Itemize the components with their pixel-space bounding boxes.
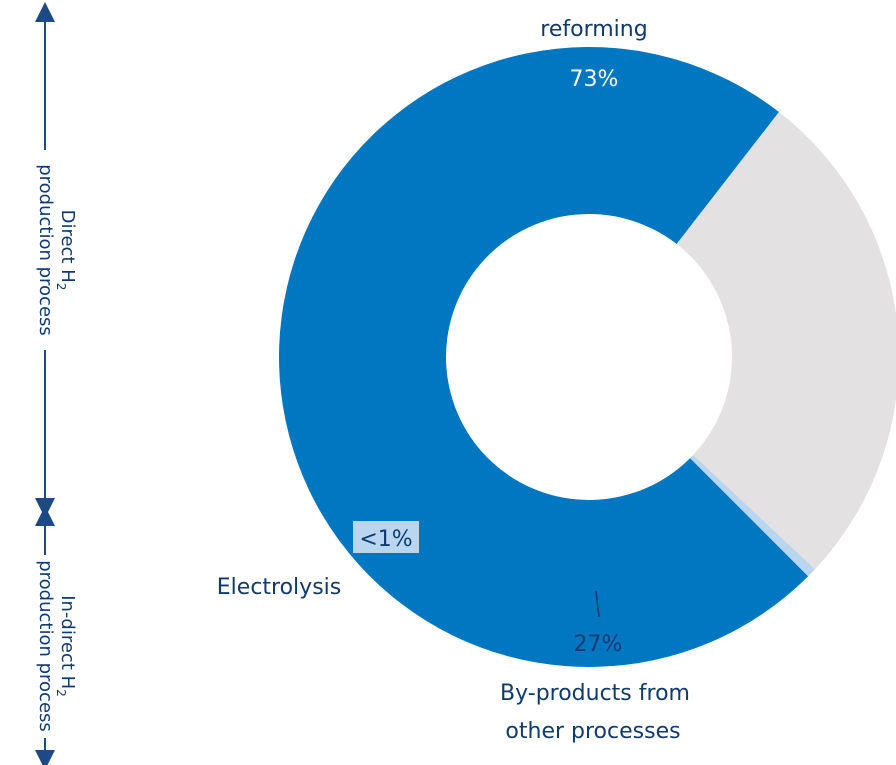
byproducts-label-line1: By-products from xyxy=(500,681,690,706)
reforming-label: reforming xyxy=(540,17,647,42)
slice-electrolysis xyxy=(690,454,815,577)
slices-group xyxy=(279,47,896,667)
byproducts-pct-label: 27% xyxy=(574,632,623,657)
reforming-pct-label: 73% xyxy=(570,67,619,92)
electrolysis-label: Electrolysis xyxy=(217,575,341,600)
indirect-process-line1: In-direct H2 xyxy=(54,595,78,697)
direct-process-line2: production process xyxy=(35,164,56,336)
indirect-process-label: In-direct H2 production process xyxy=(35,560,78,732)
direct-process-line1: Direct H2 xyxy=(54,210,78,291)
slice-by-products-from-other-processes xyxy=(676,112,896,570)
slice-reforming xyxy=(279,47,809,667)
direct-process-label: Direct H2 production process xyxy=(35,164,78,336)
byproducts-label-line2: other processes xyxy=(505,719,680,744)
electrolysis-pct-label: <1% xyxy=(359,527,412,552)
indirect-process-line2: production process xyxy=(35,560,56,732)
electrolysis-pct-box xyxy=(353,521,419,553)
byproducts-leader-line xyxy=(595,590,600,618)
